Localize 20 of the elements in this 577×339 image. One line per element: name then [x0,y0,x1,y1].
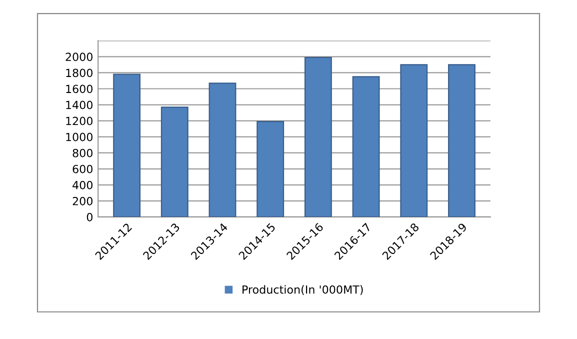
bar [352,76,380,217]
y-tick-label: 400 [72,180,92,190]
y-tick-label: 2000 [66,52,92,62]
bar [113,74,141,217]
y-tick-label: 1600 [66,84,92,94]
y-tick-label: 0 [86,212,92,222]
y-tick-label: 1200 [66,116,92,126]
legend-label: Production(In '000MT) [242,285,363,296]
bar [208,82,236,217]
bar [160,106,188,217]
y-tick-label: 600 [72,164,92,174]
y-tick-label: 200 [72,196,92,206]
bar [256,121,284,217]
y-tick-label: 1000 [66,132,92,142]
bar [448,64,476,217]
bar [304,56,332,217]
y-tick-label: 1800 [66,68,92,78]
bar [400,64,428,217]
y-tick-label: 1400 [66,100,92,110]
y-tick-label: 800 [72,148,92,158]
